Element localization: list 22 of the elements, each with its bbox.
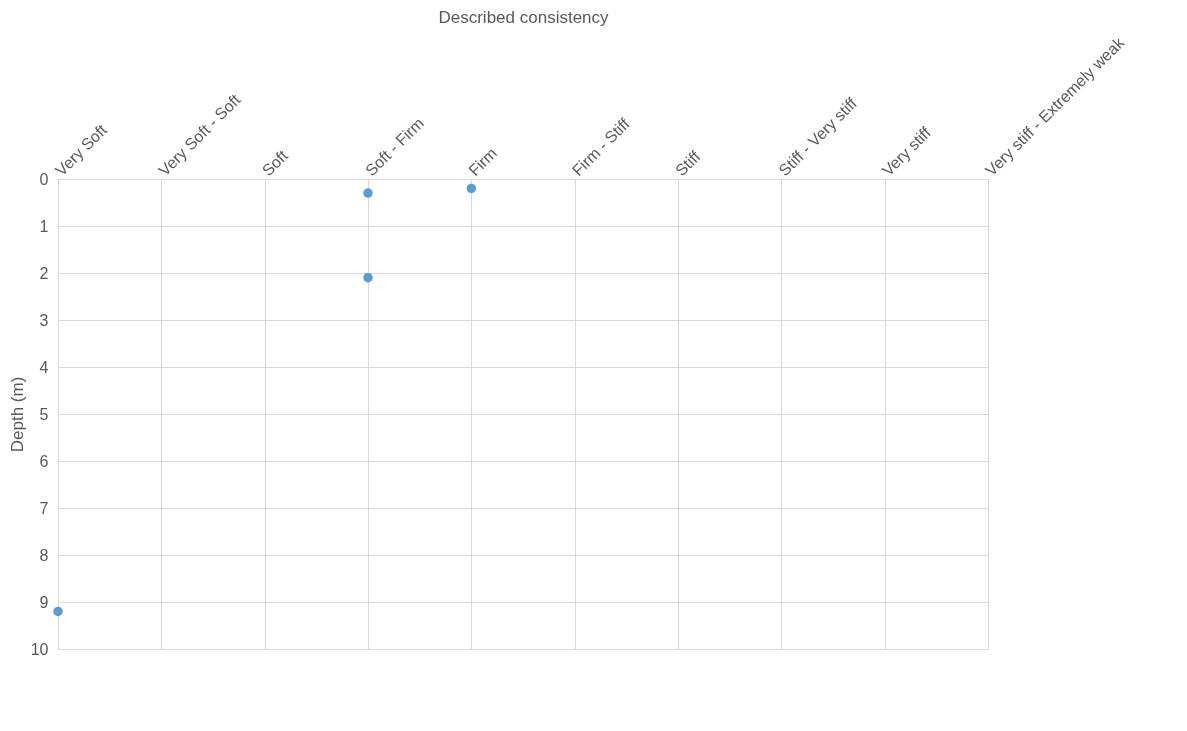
y-tick-label: 10 bbox=[30, 640, 49, 658]
x-tick-label: Soft bbox=[258, 146, 292, 180]
y-tick-label: 7 bbox=[39, 499, 49, 517]
y-tick-label: 0 bbox=[39, 170, 49, 188]
y-tick-label: 3 bbox=[39, 311, 49, 329]
x-tick-label: Firm bbox=[465, 144, 501, 180]
y-tick-label: 5 bbox=[39, 405, 49, 423]
y-tick-label: 9 bbox=[39, 593, 49, 611]
x-tick-label: Stiff - Very stiff bbox=[775, 94, 861, 180]
x-tick-label: Soft - Firm bbox=[362, 114, 427, 180]
x-tick-label: Very Soft bbox=[52, 120, 111, 180]
y-tick-label: 2 bbox=[39, 264, 49, 282]
y-tick-label: 8 bbox=[39, 546, 49, 564]
y-axis-title: Depth (m) bbox=[7, 376, 27, 453]
y-tick-label: 6 bbox=[39, 452, 49, 470]
y-tick-label: 1 bbox=[39, 217, 49, 235]
x-tick-label: Firm - Stiff bbox=[568, 114, 634, 180]
x-axis-title: Described consistency bbox=[438, 7, 610, 27]
x-tick-label: Very Soft - Soft bbox=[155, 90, 244, 180]
x-tick-label: Stiff bbox=[672, 147, 704, 180]
y-tick-label: 4 bbox=[39, 358, 49, 376]
x-tick-label: Very stiff bbox=[878, 123, 935, 180]
